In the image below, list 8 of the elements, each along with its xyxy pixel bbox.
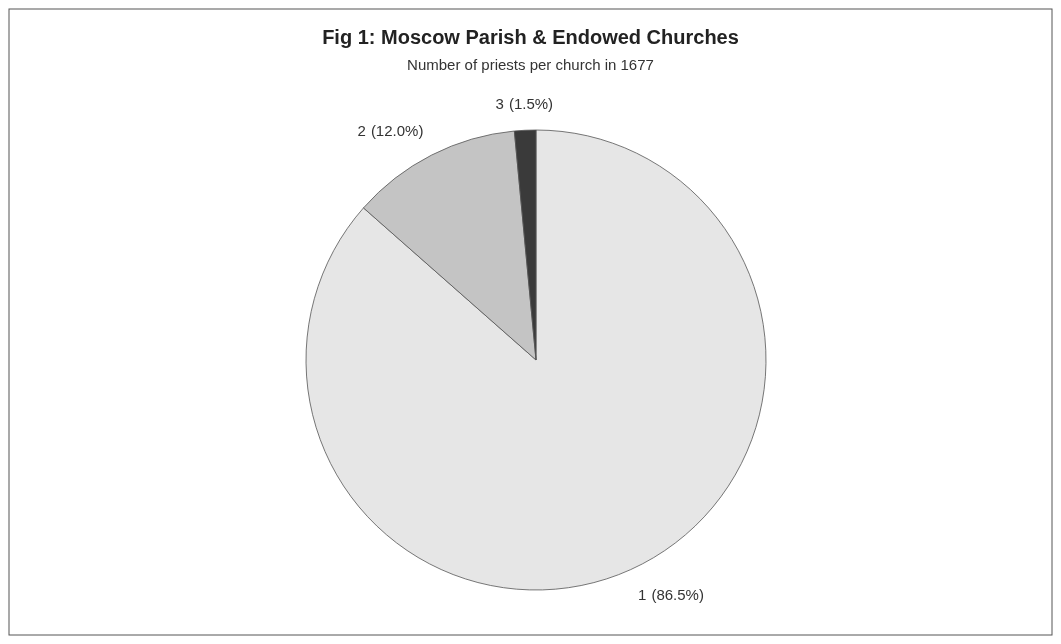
slice-label: 3 [495,95,504,113]
data-label: (1.5%) [508,95,554,113]
slice-label: 1 [638,585,647,603]
chart-subtitle: Number of priests per church in 1677 [407,56,654,73]
data-label: (86.5%) [651,585,704,603]
slice-label: 2 [357,122,366,140]
data-label: (12.0%) [370,122,424,140]
chart-title: Fig 1: Moscow Parish & Endowed Churches [322,26,739,48]
